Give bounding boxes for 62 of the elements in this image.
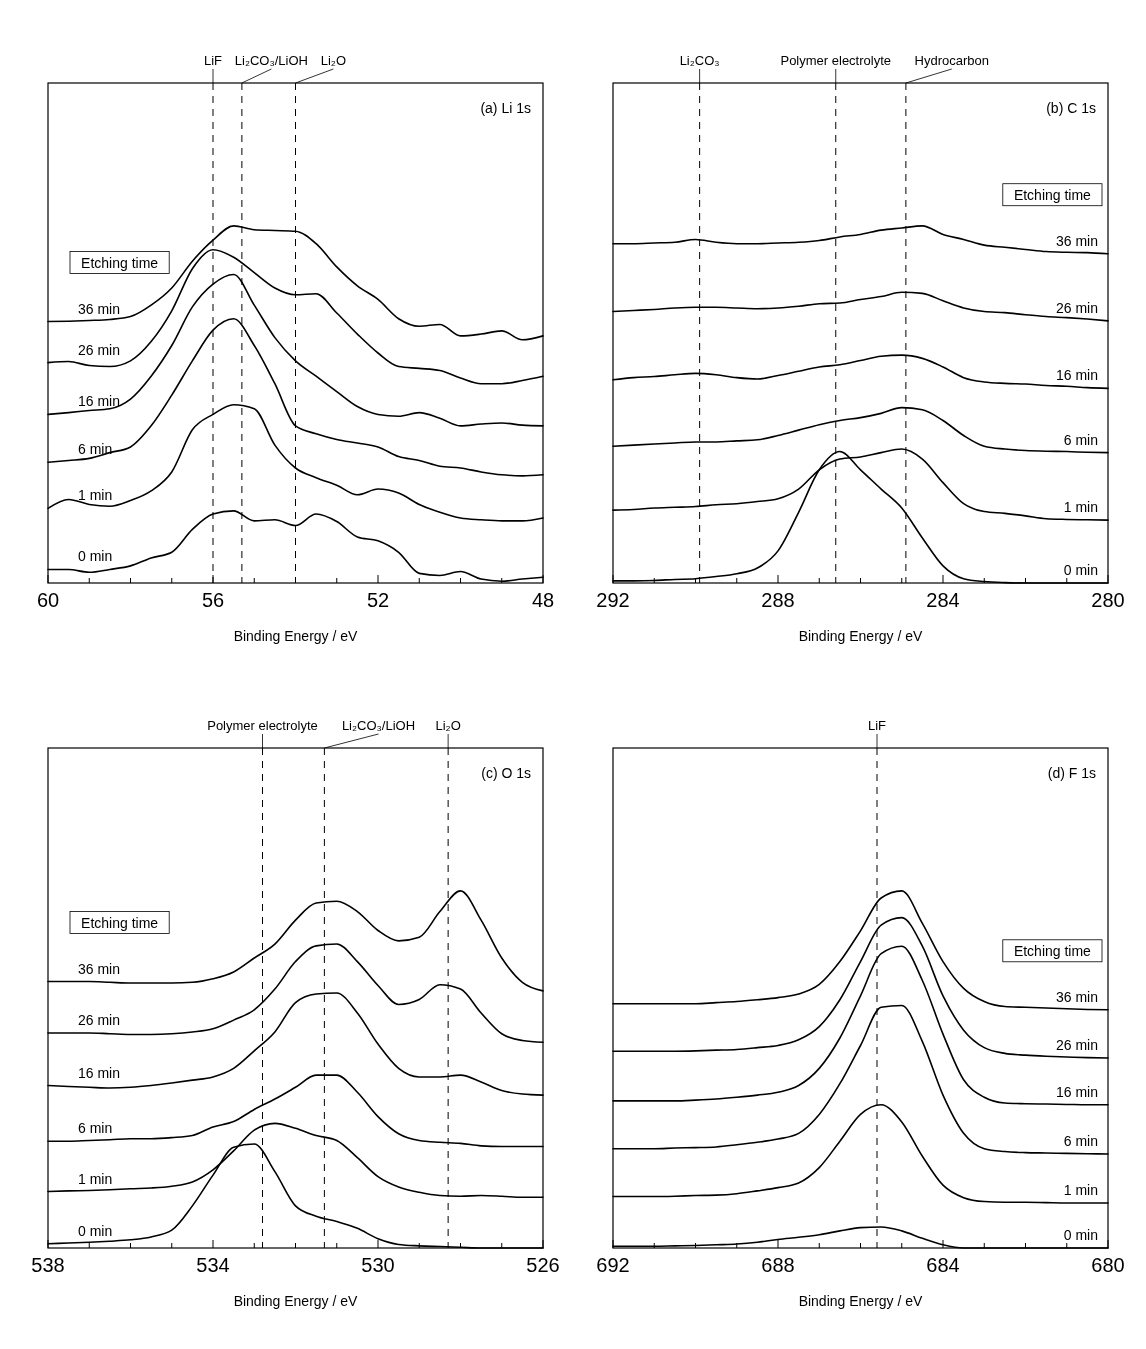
series-label: 1 min xyxy=(1063,499,1098,516)
series-label: 0 min xyxy=(1063,562,1098,578)
x-axis-title: Binding Energy / eV xyxy=(798,628,924,644)
chart-title: (a) Li 1s xyxy=(480,100,531,116)
x-tick-label: 292 xyxy=(596,589,630,611)
x-tick-label: 48 xyxy=(531,589,555,611)
ref-line-label: LiF xyxy=(867,718,887,733)
legend-title: Etching time xyxy=(81,914,159,931)
ref-line-label: Polymer electrolyte xyxy=(780,53,892,68)
series-label: 1 min xyxy=(78,1170,113,1187)
x-tick-label: 60 xyxy=(36,589,60,611)
series-label: 6 min xyxy=(1063,1133,1098,1150)
series-label: 6 min xyxy=(1063,431,1098,448)
legend-title: Etching time xyxy=(1013,186,1092,203)
series-label: 16 min xyxy=(78,1064,121,1081)
x-tick-label: 684 xyxy=(926,1254,960,1276)
series-label: 16 min xyxy=(1055,367,1098,384)
x-tick-label: 284 xyxy=(926,589,960,611)
series-label: 6 min xyxy=(78,441,113,458)
series-label: 0 min xyxy=(1063,1227,1098,1243)
x-tick-label: 680 xyxy=(1091,1254,1125,1276)
x-tick-label: 52 xyxy=(366,589,390,611)
series-label: 1 min xyxy=(78,487,113,504)
series-label: 26 min xyxy=(1055,299,1098,316)
ref-line-label: Li₂CO₃/LiOH xyxy=(341,718,416,733)
series-label: 36 min xyxy=(1055,988,1098,1005)
series-label: 36 min xyxy=(78,960,121,977)
ref-line-label: Li₂CO₃ xyxy=(679,53,720,68)
x-axis-title: Binding Energy / eV xyxy=(233,628,359,644)
x-tick-label: 692 xyxy=(596,1254,630,1276)
series-label: 36 min xyxy=(1055,232,1098,249)
series-label: 26 min xyxy=(78,1012,121,1028)
x-tick-label: 280 xyxy=(1091,589,1125,611)
series-label: 6 min xyxy=(78,1120,113,1137)
series-label: 26 min xyxy=(78,341,121,358)
ref-line-label: Hydrocarbon xyxy=(914,53,989,68)
x-tick-label: 56 xyxy=(201,589,225,611)
chart-title: (c) O 1s xyxy=(481,765,531,781)
x-tick-label: 534 xyxy=(196,1254,230,1276)
legend-title: Etching time xyxy=(1013,942,1092,959)
ref-line-label: Li₂O xyxy=(435,718,461,733)
series-label: 26 min xyxy=(1055,1037,1098,1053)
ref-line-label: Li₂CO₃/LiOH xyxy=(234,53,308,68)
chart-title: (d) F 1s xyxy=(1047,765,1096,781)
series-label: 16 min xyxy=(1055,1083,1098,1100)
legend-title: Etching time xyxy=(81,254,159,271)
ref-line-label: LiF xyxy=(203,53,223,68)
chart-title: (b) C 1s xyxy=(1046,100,1096,116)
x-tick-label: 288 xyxy=(761,589,795,611)
x-tick-label: 538 xyxy=(31,1254,65,1276)
series-label: 0 min xyxy=(78,548,113,565)
ref-line-label: Polymer electrolyte xyxy=(207,718,318,733)
series-label: 16 min xyxy=(78,393,121,410)
x-tick-label: 530 xyxy=(361,1254,395,1276)
ref-line-label: Li₂O xyxy=(320,53,347,68)
x-axis-title: Binding Energy / eV xyxy=(798,1293,924,1309)
series-label: 1 min xyxy=(1063,1182,1098,1198)
x-tick-label: 526 xyxy=(526,1254,560,1276)
series-label: 0 min xyxy=(78,1222,113,1239)
series-label: 36 min xyxy=(78,300,121,317)
x-axis-title: Binding Energy / eV xyxy=(233,1293,359,1309)
x-tick-label: 688 xyxy=(761,1254,795,1276)
